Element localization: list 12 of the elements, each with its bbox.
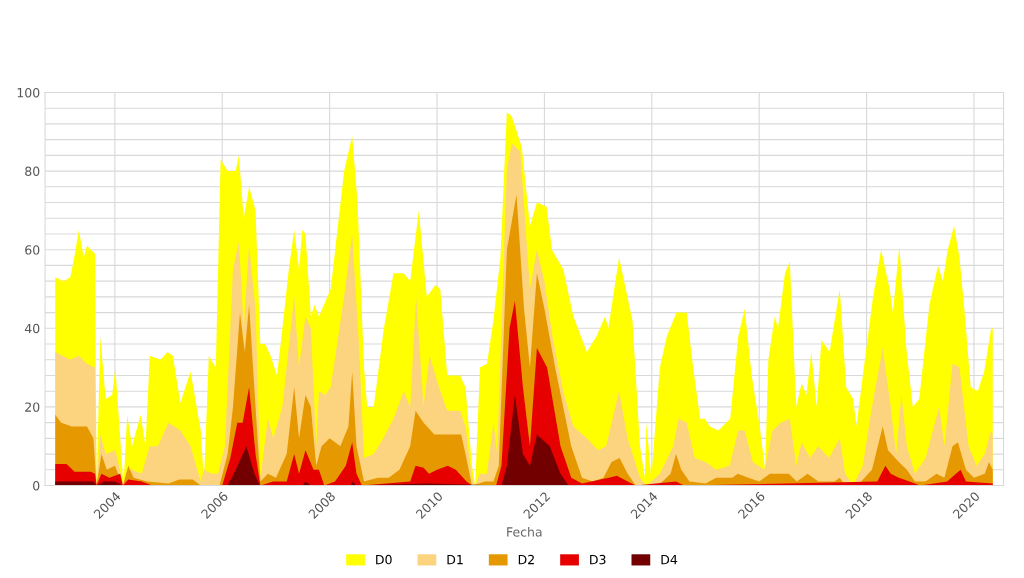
legend-label: D2 xyxy=(518,554,534,565)
legend-label: D1 xyxy=(447,555,463,565)
y-tick-label: 80 xyxy=(25,166,40,177)
y-tick-label: 20 xyxy=(25,402,40,412)
legend-label: D4 xyxy=(661,555,678,565)
legend-label: D3 xyxy=(590,554,606,565)
x-axis-title: Fecha xyxy=(507,526,542,537)
legend-label: D0 xyxy=(376,554,392,565)
y-tick-label: 40 xyxy=(24,323,40,334)
y-tick-label: 100 xyxy=(17,87,40,98)
y-tick-label: 60 xyxy=(25,245,40,255)
y-tick-label: 0 xyxy=(33,480,40,491)
